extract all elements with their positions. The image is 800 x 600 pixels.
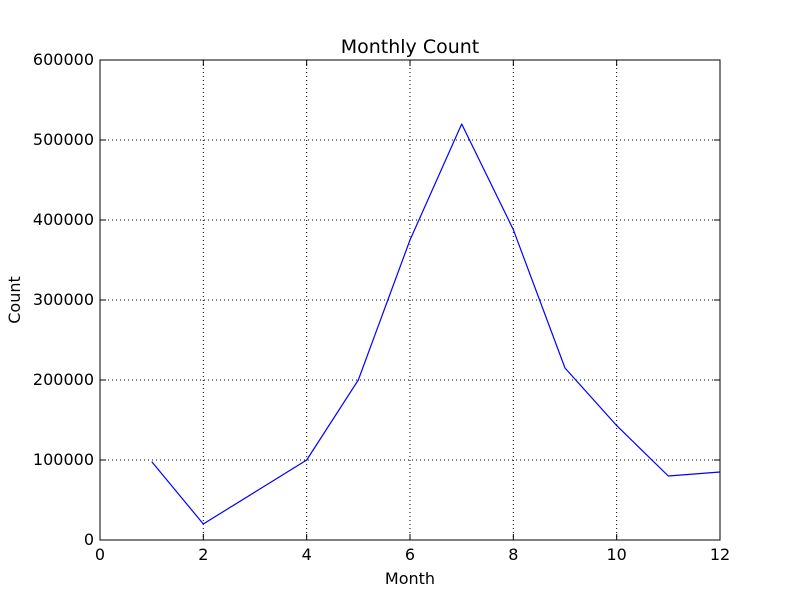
x-tick-label: 2 xyxy=(198,545,208,564)
y-tick-label: 400000 xyxy=(33,210,94,229)
x-tick-label: 12 xyxy=(710,545,730,564)
series-layer xyxy=(151,123,721,525)
y-tick-label: 600000 xyxy=(33,50,94,69)
y-tick-label: 100000 xyxy=(33,450,94,469)
x-tick-label: 8 xyxy=(508,545,518,564)
x-tick-label: 6 xyxy=(405,545,415,564)
x-axis-label: Month xyxy=(385,569,435,588)
y-tick-label: 300000 xyxy=(33,290,94,309)
x-tick-label: 4 xyxy=(302,545,312,564)
x-tick-label: 0 xyxy=(95,545,105,564)
y-tick-label: 200000 xyxy=(33,370,94,389)
y-tick-label: 0 xyxy=(84,530,94,549)
series-line-1 xyxy=(151,123,721,525)
axis-ticks: 0 2 4 6 8 10 12 0 100000 200000 300000 400000 500000… xyxy=(33,50,730,564)
grid-lines xyxy=(100,60,720,540)
chart-title: Monthly Count xyxy=(341,36,480,58)
y-axis-label: Count xyxy=(5,276,24,324)
x-tick-label: 10 xyxy=(606,545,626,564)
y-tick-label: 500000 xyxy=(33,130,94,149)
